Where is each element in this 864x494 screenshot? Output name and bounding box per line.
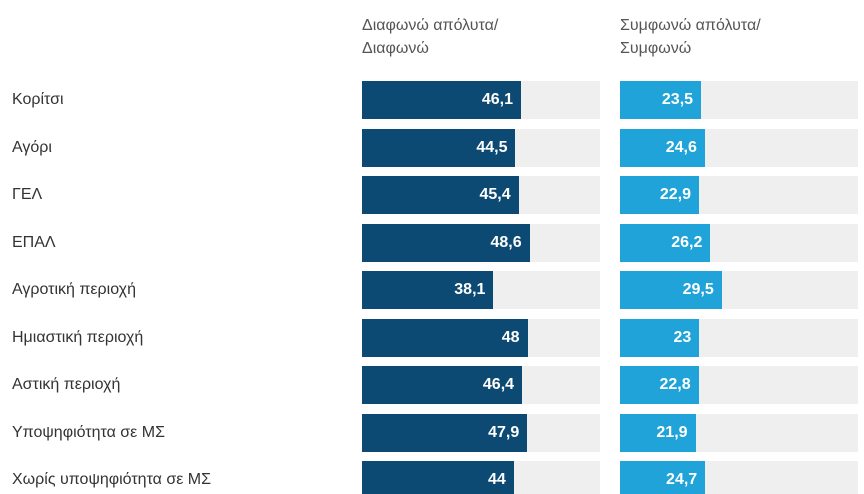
- bar: [620, 461, 706, 494]
- bar: [362, 81, 521, 119]
- value-label: 45,4: [479, 186, 511, 203]
- bar: [362, 413, 528, 452]
- value-label: 23,5: [661, 91, 694, 108]
- value-label: 26,2: [671, 233, 703, 251]
- value-label: 48,6: [490, 233, 522, 251]
- bar: [362, 223, 530, 262]
- bar: [362, 461, 514, 494]
- bar: [362, 366, 523, 404]
- value-label: 29,5: [682, 281, 714, 298]
- bar: [362, 318, 528, 357]
- bar: [620, 176, 699, 214]
- category-label: ΓΕΛ: [12, 186, 43, 203]
- category-label: Αγόρι: [12, 138, 52, 156]
- category-label: Χωρίς υποψηφιότητα σε ΜΣ: [12, 471, 212, 488]
- value-label: 22,9: [659, 186, 691, 203]
- category-label: ΕΠΑΛ: [12, 233, 56, 251]
- bar: [362, 176, 519, 214]
- bar: [620, 128, 705, 167]
- value-label: 24,7: [666, 471, 698, 488]
- series-header: Διαφωνώ απόλυτα/ Διαφωνώ: [362, 17, 499, 57]
- value-label: 44: [487, 471, 506, 488]
- value-label: 44,5: [476, 138, 508, 156]
- value-label: 23: [673, 328, 692, 346]
- series-header: Συμφωνώ απόλυτα/ Συμφωνώ: [620, 17, 761, 57]
- value-label: 46,1: [481, 91, 513, 108]
- category-label: Αστική περιοχή: [12, 376, 121, 393]
- bar: [620, 81, 702, 119]
- category-label: Ημιαστική περιοχή: [12, 328, 144, 346]
- bar: [620, 318, 700, 357]
- bar: [620, 223, 711, 262]
- value-label: 24,6: [665, 138, 697, 156]
- category-label: Αγροτική περιοχή: [12, 281, 136, 298]
- value-label: 48: [501, 328, 520, 346]
- value-label: 46,4: [482, 376, 515, 393]
- value-label: 22,8: [659, 376, 691, 393]
- category-label: Υποψηφιότητα σε ΜΣ: [12, 423, 165, 441]
- bar: [362, 271, 494, 309]
- bar: [620, 271, 722, 309]
- value-label: 47,9: [488, 423, 520, 441]
- bar: [620, 366, 699, 404]
- value-label: 21,9: [656, 423, 688, 441]
- category-label: Κορίτσι: [12, 91, 64, 108]
- bar: [620, 413, 696, 452]
- bar: [362, 128, 516, 167]
- value-label: 38,1: [454, 281, 486, 298]
